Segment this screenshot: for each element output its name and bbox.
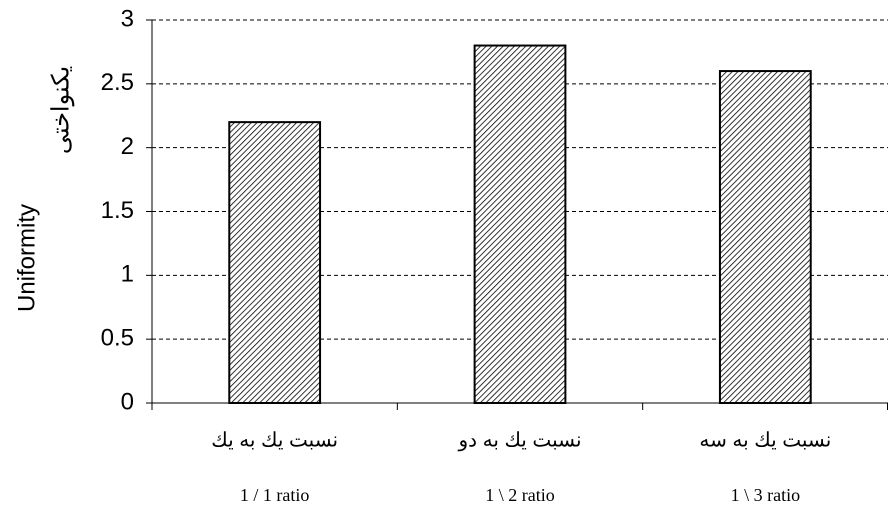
- x-tick-label: نسبت يك به سه: [699, 429, 831, 451]
- y-tick-label: 0: [121, 388, 134, 415]
- bar: [228, 121, 322, 404]
- x-tick-sublabel: 1 / 1 ratio: [240, 485, 310, 505]
- y-tick-label: 1: [121, 261, 134, 288]
- y-tick-label: 0.5: [101, 325, 134, 352]
- bar: [718, 70, 812, 404]
- y-tick-label: 3: [121, 5, 134, 32]
- y-tick-label: 1.5: [101, 197, 134, 224]
- x-tick-label: نسبت يك به دو: [457, 429, 581, 451]
- y-axis-label: يكنواختی: [47, 66, 74, 154]
- x-tick-label: نسبت يك به يك: [211, 429, 338, 451]
- y-tick-label: 2.5: [101, 69, 134, 96]
- x-tick-sublabel: 1 \ 3 ratio: [731, 485, 801, 505]
- x-tick-sublabel: 1 \ 2 ratio: [485, 485, 555, 505]
- bar: [473, 44, 567, 405]
- y-axis-label: Uniformity: [13, 204, 40, 312]
- y-tick-label: 2: [121, 133, 134, 160]
